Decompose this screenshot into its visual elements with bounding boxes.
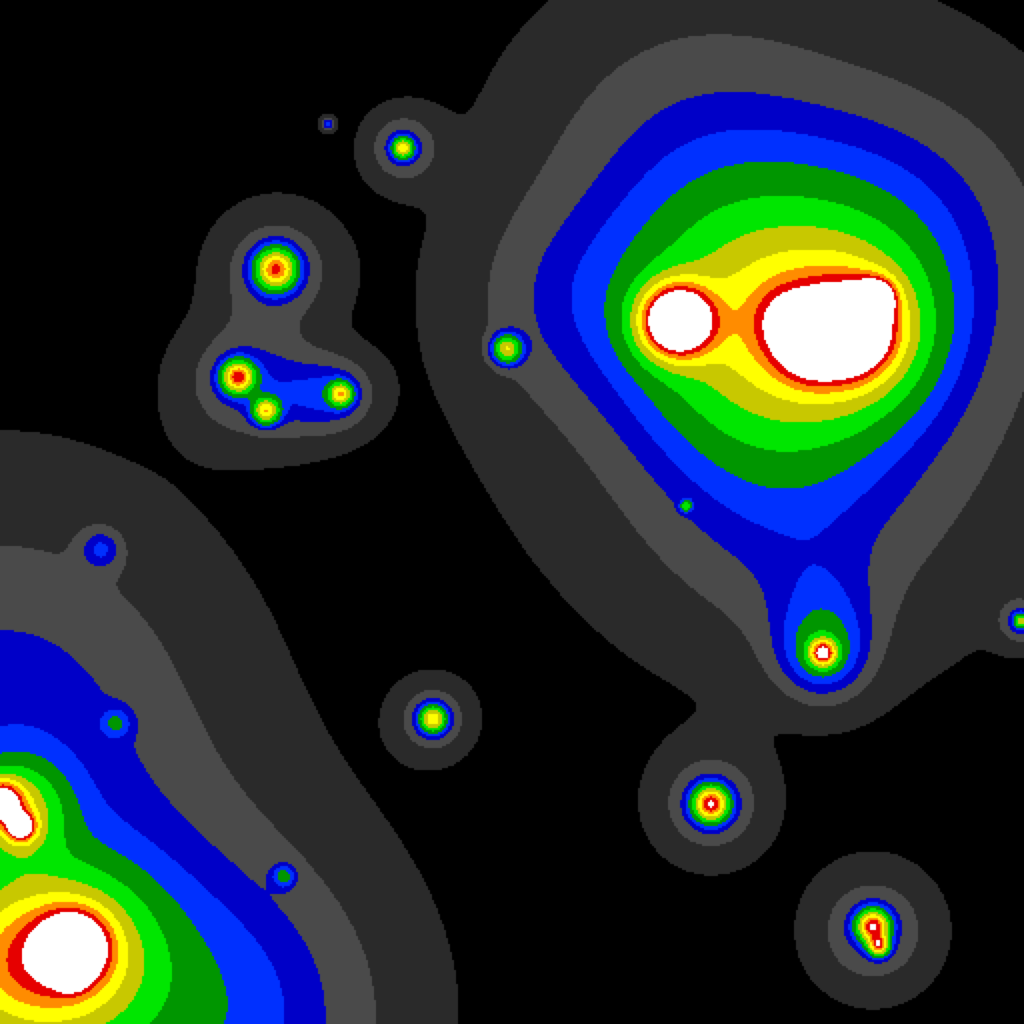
density-heatmap <box>0 0 1024 1024</box>
